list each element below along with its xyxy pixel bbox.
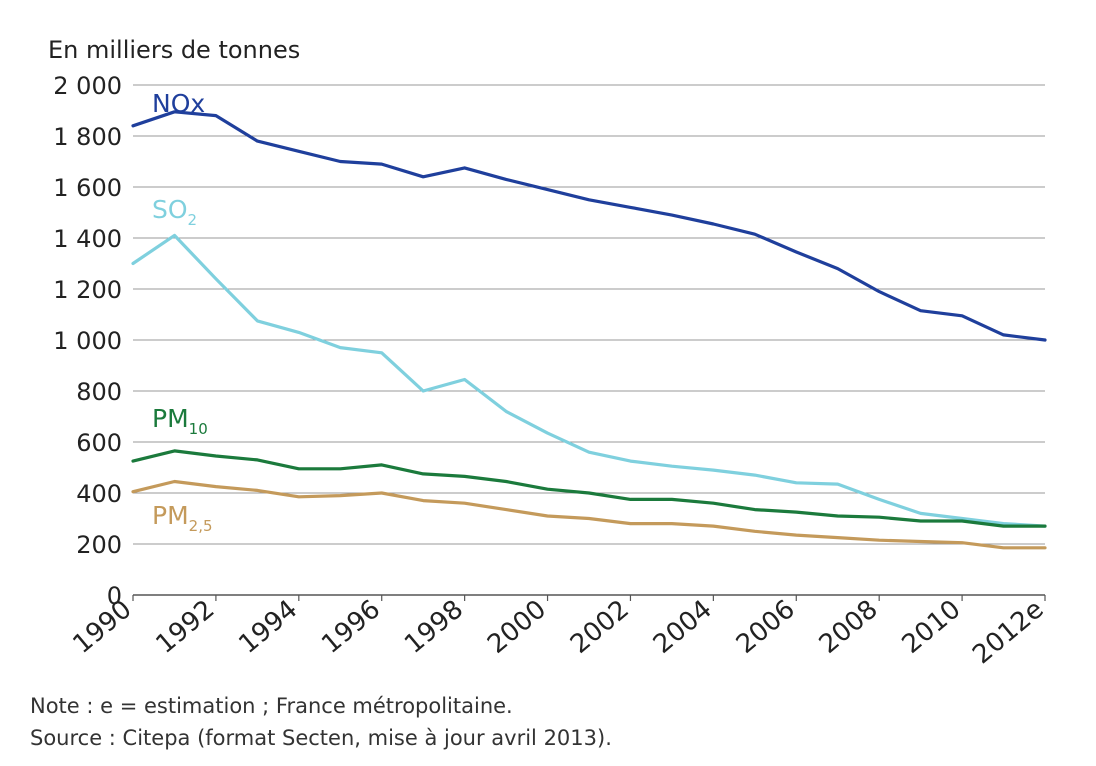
y-tick-label: 1 200 <box>53 276 122 304</box>
x-axis-ticks: 1990 1992 1994 1996 1998 2000 2002 2004 2006 2008… <box>68 594 1050 670</box>
series-line-so2 <box>131 233 1047 528</box>
series-label: NOx <box>152 89 205 118</box>
series-label-subscript: 2 <box>188 211 198 229</box>
x-tick-label: 1996 <box>316 594 386 660</box>
y-tick-label: 200 <box>76 531 122 559</box>
y-axis-title: En milliers de tonnes <box>48 36 300 64</box>
y-axis-ticks: 0 200 400 600 800 1 000 1 200 1 400 1 600 1 800 2 … <box>53 72 122 610</box>
y-tick-label: 1 000 <box>53 327 122 355</box>
series-label-subscript: 2,5 <box>189 517 213 535</box>
x-tick-label: 2012e <box>967 594 1049 670</box>
y-tick-label: 800 <box>76 378 122 406</box>
y-tick-label: 400 <box>76 480 122 508</box>
y-tick-label: 1 800 <box>53 123 122 151</box>
chart-notes: Note : e = estimation ; France métropoli… <box>30 690 612 754</box>
series-lines <box>131 110 1047 550</box>
x-tick-label: 2008 <box>814 594 884 660</box>
x-tick-label: 1998 <box>399 594 469 660</box>
x-tick-label: 2004 <box>648 594 718 660</box>
series-line-nox <box>131 110 1047 342</box>
x-tick-label: 2010 <box>897 594 967 660</box>
y-tick-label: 600 <box>76 429 122 457</box>
x-tick-label: 1994 <box>233 594 303 660</box>
series-label-subscript: 10 <box>189 420 208 438</box>
x-tick-label: 2002 <box>565 594 635 660</box>
series-label: PM10 <box>152 404 208 438</box>
y-tick-label: 1 600 <box>53 174 122 202</box>
series-line-pm25 <box>131 479 1047 550</box>
emissions-line-chart: En milliers de tonnes 0 200 400 600 800 1 000… <box>48 36 1050 670</box>
series-label: SO2 <box>152 195 197 229</box>
y-tick-label: 0 <box>107 582 122 610</box>
series-labels: NOx SO2 PM10 PM2,5 <box>152 89 213 535</box>
note-line: Note : e = estimation ; France métropoli… <box>30 694 513 718</box>
y-tick-label: 2 000 <box>53 72 122 100</box>
x-tick-label: 1992 <box>150 594 220 660</box>
x-tick-label: 2006 <box>731 594 801 660</box>
gridlines <box>133 84 1045 596</box>
source-line: Source : Citepa (format Secten, mise à j… <box>30 726 612 750</box>
series-label: PM2,5 <box>152 501 213 535</box>
series-line-pm10 <box>131 449 1047 528</box>
x-tick-label: 2000 <box>482 594 552 660</box>
y-tick-label: 1 400 <box>53 225 122 253</box>
x-tick-label: 1990 <box>68 594 138 660</box>
